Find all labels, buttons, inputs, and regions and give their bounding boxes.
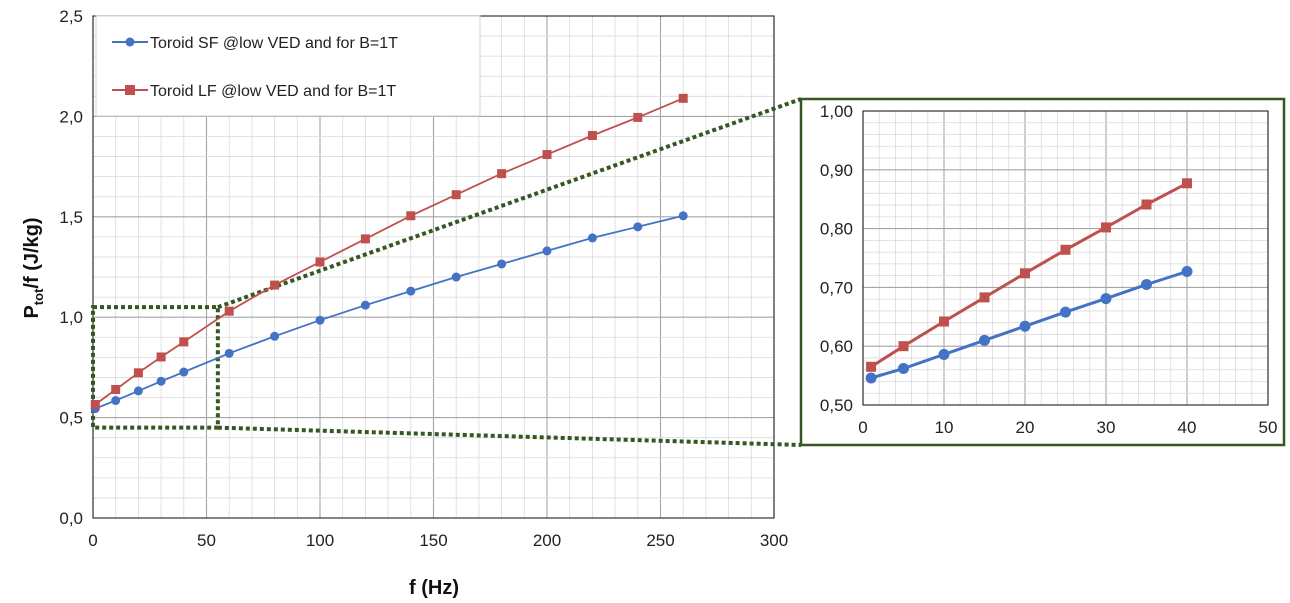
main-point-sf <box>633 222 643 232</box>
inset-x-tick-label: 20 <box>1016 418 1035 437</box>
inset-y-tick-label: 0,60 <box>820 337 853 356</box>
inset-point-sf <box>1141 278 1152 290</box>
main-series-line-sf <box>94 214 684 410</box>
inset-plot-area <box>863 111 1268 405</box>
inset-point-lf <box>1101 222 1111 233</box>
inset-point-sf <box>1100 293 1112 305</box>
main-y-tick-label: 1,5 <box>59 208 83 227</box>
main-point-lf <box>270 280 280 290</box>
main-x-tick-label: 50 <box>197 531 216 550</box>
inset-point-lf <box>1141 199 1152 210</box>
main-y-tick-label: 2,0 <box>59 107 83 126</box>
main-point-sf <box>678 211 688 221</box>
main-plot-series <box>90 93 688 414</box>
main-point-sf <box>406 286 416 296</box>
inset-point-sf <box>865 372 877 384</box>
legend: Toroid SF @low VED and for B=1T Toroid L… <box>95 15 481 117</box>
legend-marker-sf <box>125 37 135 47</box>
inset-point-sf <box>1181 266 1193 278</box>
inset-plot-grid <box>862 110 1269 406</box>
main-point-sf <box>156 376 166 386</box>
main-point-sf <box>179 367 189 377</box>
legend-label-lf: Toroid LF @low VED and for B=1T <box>150 83 396 100</box>
main-plot-ticks: 0 50 100 150 200 250 300 0,0 0,5 1,0 1,5 2,0 2,5 <box>59 7 788 550</box>
inset-y-tick-label: 0,70 <box>820 278 853 297</box>
inset-point-lf <box>866 361 877 372</box>
inset-point-sf <box>898 363 909 375</box>
inset-y-tick-label: 0,80 <box>820 220 853 239</box>
inset-point-lf <box>1182 178 1192 189</box>
inset-plot-ticks: 0 10 20 30 40 50 0,50 0,60 0,70 0,80 0,90 1,00 <box>820 102 1278 437</box>
main-point-lf <box>587 130 597 140</box>
main-point-sf <box>224 348 234 358</box>
inset-point-lf <box>939 316 949 327</box>
main-y-tick-label: 1,0 <box>59 308 83 327</box>
main-point-lf <box>90 400 100 410</box>
main-x-tick-label: 100 <box>306 531 334 550</box>
main-point-sf <box>451 272 461 282</box>
inset-point-lf <box>898 341 909 352</box>
inset-x-tick-label: 10 <box>935 418 954 437</box>
main-x-tick-label: 300 <box>760 531 788 550</box>
inset-y-tick-label: 0,50 <box>820 396 853 415</box>
main-y-tick-label: 0,0 <box>59 509 83 528</box>
legend-marker-lf <box>125 85 135 95</box>
inset-x-tick-label: 30 <box>1097 418 1116 437</box>
inset-frame <box>799 97 1286 447</box>
inset-point-sf <box>1060 306 1071 318</box>
main-point-lf <box>111 384 121 394</box>
main-series-line-lf <box>94 97 684 406</box>
inset-point-lf <box>979 292 990 303</box>
main-point-lf <box>497 169 507 179</box>
zoom-region-box <box>91 305 220 430</box>
main-y-tick-label: 2,5 <box>59 7 83 26</box>
main-point-lf <box>360 234 370 244</box>
main-point-lf <box>451 190 461 200</box>
inset-point-sf <box>1019 320 1031 332</box>
main-x-tick-label: 0 <box>88 531 97 550</box>
main-point-lf <box>224 306 234 316</box>
main-point-sf <box>270 331 280 341</box>
main-x-tick-label: 250 <box>646 531 674 550</box>
inset-x-tick-label: 0 <box>858 418 867 437</box>
main-point-lf <box>179 337 189 347</box>
main-point-lf <box>633 112 643 122</box>
y-axis-title: Ptot/f (J/kg) <box>21 217 46 318</box>
inset-plot-frame <box>862 110 1269 406</box>
main-point-sf <box>133 386 143 396</box>
main-point-sf <box>497 259 507 269</box>
inset-x-tick-label: 40 <box>1178 418 1197 437</box>
main-x-tick-label: 150 <box>419 531 447 550</box>
main-point-lf <box>156 352 166 362</box>
inset-x-tick-label: 50 <box>1259 418 1278 437</box>
inset-y-tick-label: 0,90 <box>820 161 853 180</box>
inset-plot-series <box>865 178 1193 384</box>
main-point-sf <box>111 396 121 406</box>
inset-point-sf <box>979 334 990 346</box>
main-point-sf <box>587 233 597 243</box>
main-point-lf <box>406 211 416 221</box>
inset-point-lf <box>1020 268 1030 279</box>
main-point-sf <box>542 246 552 256</box>
inset-y-tick-label: 1,00 <box>820 102 853 121</box>
main-y-tick-label: 0,5 <box>59 409 83 428</box>
inset-point-lf <box>1060 244 1071 255</box>
main-point-sf <box>315 315 325 325</box>
main-point-sf <box>360 300 370 310</box>
main-point-lf <box>133 368 143 378</box>
x-axis-title: f (Hz) <box>409 577 459 599</box>
legend-label-sf: Toroid SF @low VED and for B=1T <box>150 35 398 52</box>
zoom-indicator <box>91 97 1286 447</box>
main-point-lf <box>678 93 688 103</box>
main-x-tick-label: 200 <box>533 531 561 550</box>
legend-box <box>95 15 481 117</box>
zoom-connector-bottom <box>217 425 802 447</box>
main-point-lf <box>315 257 325 267</box>
inset-point-sf <box>938 348 950 360</box>
zoom-connector-top <box>217 97 802 310</box>
main-point-lf <box>542 150 552 160</box>
